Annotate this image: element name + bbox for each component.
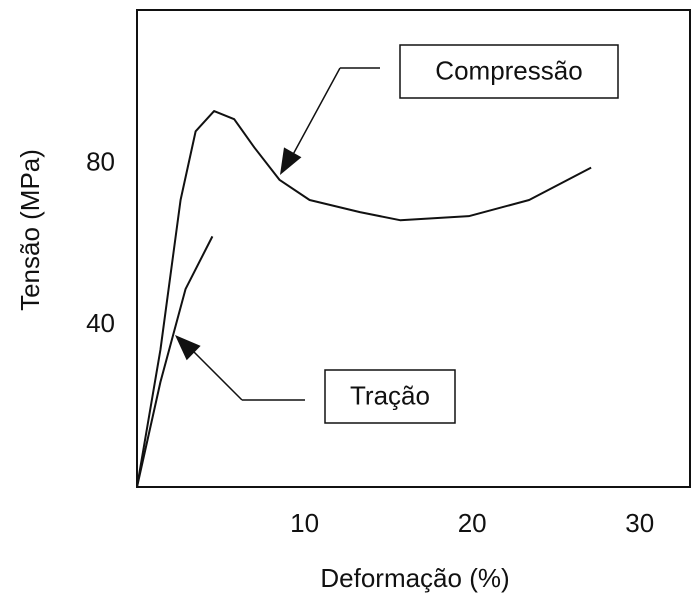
data-line [136, 235, 214, 488]
callout-arrowhead [175, 335, 201, 361]
callout-box [324, 369, 456, 424]
y-tick-label: 80 [86, 146, 115, 176]
callout-arrowhead [280, 147, 302, 175]
y-tick-label: 40 [86, 308, 115, 338]
x-tick-label: 20 [458, 508, 487, 538]
data-line [136, 110, 592, 488]
legend-label: Tração [350, 380, 430, 410]
x-axis-label: Deformação (%) [320, 563, 509, 593]
legend-label: Compressão [435, 55, 582, 85]
callout-lead [187, 345, 305, 401]
callout-box [399, 44, 619, 99]
plot-frame [136, 9, 691, 488]
callout-lead [289, 67, 380, 161]
x-tick-label: 10 [290, 508, 319, 538]
x-tick-label: 30 [625, 508, 654, 538]
y-axis-label: Tensão (MPa) [15, 149, 45, 311]
